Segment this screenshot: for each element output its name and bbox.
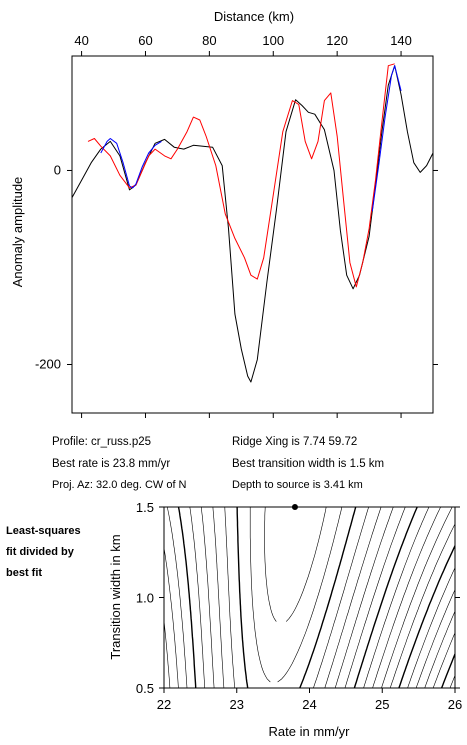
contour-chart: 22 23 24 25 26 0.5 1.0 1.5 Rate in mm/yr Trans…: [0, 500, 462, 739]
contour-lines: [0, 507, 455, 688]
fit-window-line: [371, 65, 402, 212]
contour-x-ticks: 22 23 24 25 26: [157, 688, 462, 712]
misfit-contour-right: [372, 507, 441, 688]
profile-plot-frame: [71, 55, 434, 414]
misfit-contour-left: [201, 507, 215, 688]
misfit-contour-right: [324, 507, 382, 688]
profile-x-tick-label: 80: [202, 33, 216, 48]
profile-y-ticks: 0 -200: [35, 162, 438, 371]
misfit-contour-right: [432, 632, 455, 688]
info-ridge-xing: Ridge Xing is 7.74 59.72: [232, 436, 358, 448]
side-label-line-1: Least-squares: [6, 525, 81, 537]
profile-x-tick-label: 40: [74, 33, 88, 48]
profile-x-ticks: 40 60 80 100 120 140: [74, 33, 412, 418]
misfit-contour-right: [407, 567, 455, 688]
misfit-contour-right: [440, 652, 455, 688]
info-proj-az: Proj. Az: 32.0 deg. CW of N: [52, 479, 187, 491]
misfit-contour-right: [277, 507, 343, 683]
profile-y-tick-label: 0: [54, 162, 61, 177]
contour-y-tick-label: 0.5: [136, 681, 154, 696]
misfit-contour-left: [236, 507, 249, 688]
best-fit-point-marker: [291, 504, 298, 510]
misfit-contour-left: [264, 507, 277, 622]
contour-x-tick-label: 26: [448, 697, 462, 712]
info-best-width: Best transition width is 1.5 km: [232, 458, 385, 470]
misfit-contour-right: [389, 523, 455, 688]
misfit-contour-right: [415, 588, 455, 688]
misfit-contour-left: [189, 507, 205, 688]
misfit-contour-right: [381, 507, 453, 688]
profile-x-tick-label: 100: [262, 33, 284, 48]
contour-x-tick-label: 24: [302, 697, 316, 712]
contour-x-tick-label: 22: [157, 697, 171, 712]
misfit-contour-left: [164, 618, 171, 688]
contour-y-tick-label: 1.0: [136, 591, 154, 606]
info-profile: Profile: cr_russ.p25: [52, 436, 152, 448]
profile-x-tick-label: 60: [138, 33, 152, 48]
contour-x-tick-label: 25: [375, 697, 389, 712]
misfit-contour-left: [212, 507, 225, 688]
misfit-contour-right: [299, 507, 357, 688]
contour-y-tick-label: 1.5: [136, 500, 154, 515]
side-label-line-2: fit divided by: [6, 546, 74, 558]
side-label-line-3: best fit: [6, 567, 43, 579]
misfit-contour-right: [353, 507, 418, 688]
misfit-contour-right: [334, 507, 394, 688]
misfit-contour-right: [398, 544, 455, 688]
fit-window-line: [100, 138, 162, 189]
profile-chart: Distance (km) 40 60 80 100 120 140 0 -200 Anom…: [10, 9, 438, 418]
model-anomaly-line: [87, 63, 395, 288]
misfit-contour-left: [164, 546, 179, 688]
misfit-contour-right: [424, 610, 455, 688]
misfit-contour-left: [224, 507, 236, 688]
contour-x-tick-label: 23: [230, 697, 244, 712]
profile-y-axis-title: Anomaly amplitude: [10, 177, 25, 288]
misfit-contour-left: [249, 507, 271, 683]
least-squares-label: Least-squares fit divided by best fit: [6, 521, 106, 584]
observed-anomaly-line: [71, 65, 434, 383]
misfit-contour-left: [0, 507, 2, 688]
misfit-contour-right: [344, 507, 406, 688]
contour-y-ticks: 0.5 1.0 1.5: [136, 500, 460, 696]
misfit-contour-right: [363, 507, 430, 688]
misfit-contour-left: [177, 507, 197, 688]
contour-y-axis-title: Transition width in km: [108, 534, 123, 659]
info-depth: Depth to source is 3.41 km: [232, 479, 363, 491]
misfit-contour-right: [285, 507, 327, 622]
misfit-contour-right: [313, 507, 369, 688]
profile-x-axis-title: Distance (km): [214, 9, 294, 24]
misfit-contour-left: [167, 507, 188, 688]
profile-y-tick-label: -200: [35, 356, 61, 371]
profile-series-lines: [71, 63, 434, 383]
profile-x-tick-label: 120: [326, 33, 348, 48]
profile-x-tick-label: 140: [390, 33, 412, 48]
contour-x-axis-title: Rate in mm/yr: [269, 724, 351, 739]
info-best-rate: Best rate is 23.8 mm/yr: [52, 458, 171, 470]
